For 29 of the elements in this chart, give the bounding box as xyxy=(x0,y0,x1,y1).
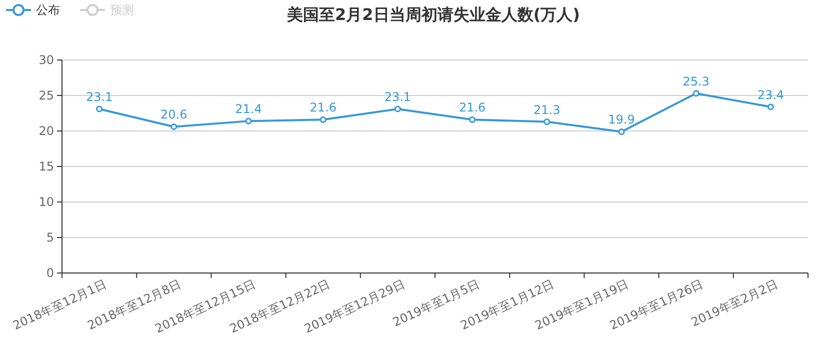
point xyxy=(170,123,178,130)
point xyxy=(469,116,476,123)
y-tick-label: 20 xyxy=(38,124,54,138)
data-label: 23.1 xyxy=(384,90,412,104)
point xyxy=(692,90,700,97)
data-label: 21.3 xyxy=(534,102,560,117)
point xyxy=(320,116,326,123)
data-label: 23.4 xyxy=(757,88,784,102)
legend-label: 公布 xyxy=(36,3,60,17)
y-tick-label: 25 xyxy=(38,88,54,102)
point xyxy=(618,128,625,135)
data-label: 21.4 xyxy=(235,102,262,116)
point xyxy=(394,106,401,112)
point xyxy=(245,118,252,124)
point xyxy=(767,104,774,110)
data-label: 21.6 xyxy=(310,100,336,115)
data-label: 25.3 xyxy=(682,74,710,88)
point xyxy=(544,118,550,126)
y-tick-label: 10 xyxy=(38,195,54,209)
y-tick-label: 0 xyxy=(46,266,54,280)
y-tick-label: 15 xyxy=(38,160,54,174)
data-label: 23.1 xyxy=(86,90,113,104)
data-label: 19.9 xyxy=(608,112,635,127)
data-label: 21.6 xyxy=(458,100,486,115)
chart-title: 美国至2月2日当周初请失业金人数(万人) xyxy=(286,5,580,24)
y-tick-label: 30 xyxy=(38,53,54,67)
y-tick-label: 5 xyxy=(46,230,54,244)
point xyxy=(96,106,103,112)
data-label: 20.6 xyxy=(160,108,188,122)
